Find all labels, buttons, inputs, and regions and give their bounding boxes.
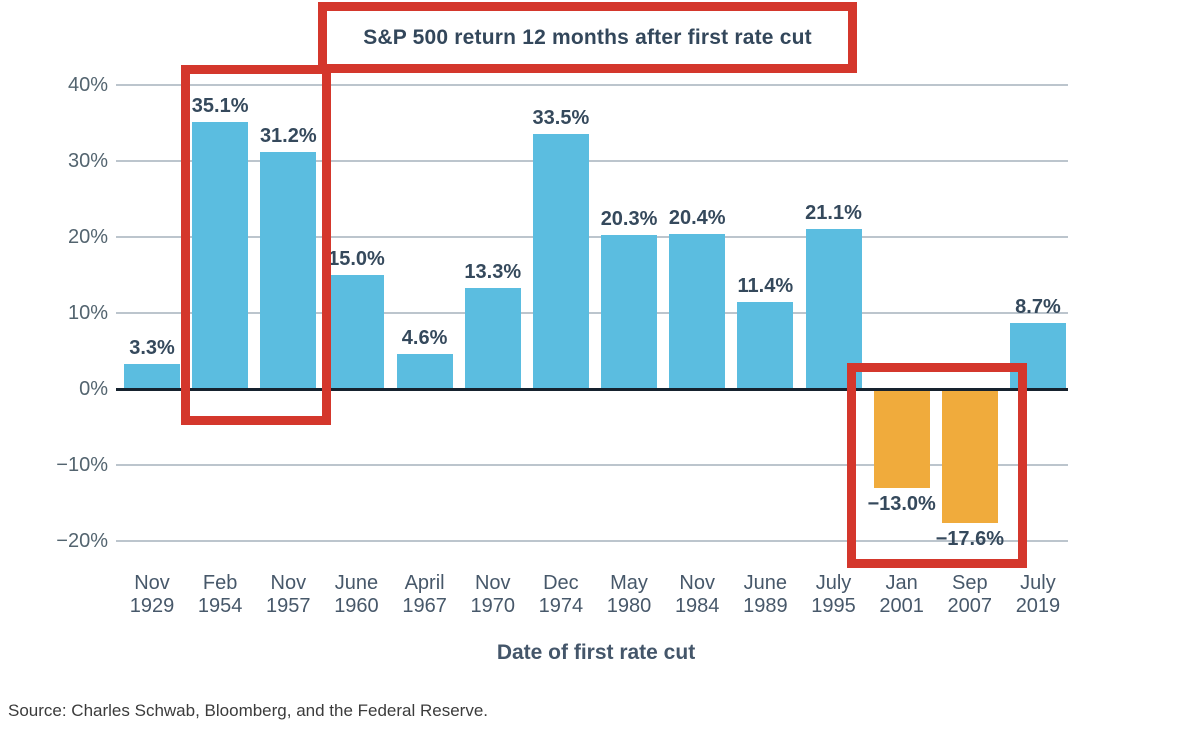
bar-nov-1957	[260, 151, 317, 389]
x-tick-label: June 1960	[334, 572, 379, 617]
title-annotation-box: S&P 500 return 12 months after first rat…	[318, 2, 857, 73]
bar-sep-2007	[941, 389, 998, 523]
bar-value-label: −13.0%	[867, 492, 936, 515]
bar-value-label: 35.1%	[191, 95, 249, 118]
bar-value-label: 13.3%	[464, 260, 522, 283]
x-tick-label: Nov 1970	[470, 572, 516, 617]
bar-july-1995	[805, 228, 862, 389]
x-axis-title: Date of first rate cut	[496, 641, 696, 664]
bar-july-2019	[1009, 322, 1066, 389]
y-tick-label: 20%	[67, 226, 108, 248]
chart-title: S&P 500 return 12 months after first rat…	[363, 25, 812, 49]
gridline	[116, 84, 1068, 86]
x-tick-label: Nov 1929	[129, 572, 175, 617]
bar-value-label: 15.0%	[328, 248, 385, 270]
bar-april-1967	[396, 354, 453, 389]
y-tick-label: −20%	[56, 530, 108, 552]
y-tick-label: 0%	[79, 378, 108, 400]
x-tick-label: May 1980	[606, 572, 652, 617]
source-note: Source: Charles Schwab, Bloomberg, and t…	[8, 701, 489, 720]
gridline	[116, 464, 1068, 466]
bar-nov-1984	[669, 233, 726, 389]
x-tick-label: July 1995	[811, 572, 856, 617]
x-tick-label: Feb 1954	[197, 572, 243, 617]
bar-dec-1974	[532, 134, 589, 389]
bar-value-label: 31.2%	[259, 124, 317, 147]
x-tick-label: June 1989	[743, 572, 788, 617]
x-tick-label: Nov 1984	[674, 572, 720, 617]
bar-value-label: 4.6%	[401, 327, 448, 350]
gridline	[116, 160, 1068, 162]
bar-june-1989	[737, 302, 794, 389]
bar-nov-1970	[464, 287, 521, 389]
zero-axis-line	[116, 388, 1068, 391]
x-tick-label: Nov 1957	[266, 572, 311, 617]
gridline	[116, 312, 1068, 314]
y-tick-label: 40%	[67, 74, 108, 96]
y-tick-label: −10%	[56, 454, 108, 476]
bar-value-label: 8.7%	[1015, 295, 1061, 318]
bar-nov-1929	[124, 363, 180, 389]
bar-value-label: 20.4%	[668, 206, 726, 229]
bar-value-label: 11.4%	[737, 275, 794, 298]
y-tick-label: 10%	[67, 302, 108, 324]
x-tick-label: Jan 2001	[879, 572, 924, 617]
x-tick-label: April 1967	[402, 572, 447, 617]
x-tick-label: Sep 2007	[947, 572, 993, 617]
gridline	[116, 236, 1068, 238]
bar-jan-2001	[873, 389, 930, 488]
gridline	[116, 540, 1068, 542]
x-tick-label: July 2019	[1015, 572, 1061, 617]
y-tick-label: 30%	[67, 150, 108, 172]
bar-value-label: −17.6%	[935, 527, 1004, 550]
bar-value-label: 21.1%	[805, 201, 862, 224]
bar-may-1980	[601, 234, 658, 389]
x-tick-label: Dec 1974	[538, 572, 584, 617]
bar-june-1960	[328, 275, 385, 389]
bar-feb-1954	[192, 122, 249, 389]
bar-value-label: 20.3%	[600, 207, 658, 230]
bar-value-label: 3.3%	[129, 336, 175, 359]
bar-value-label: 33.5%	[532, 107, 590, 130]
